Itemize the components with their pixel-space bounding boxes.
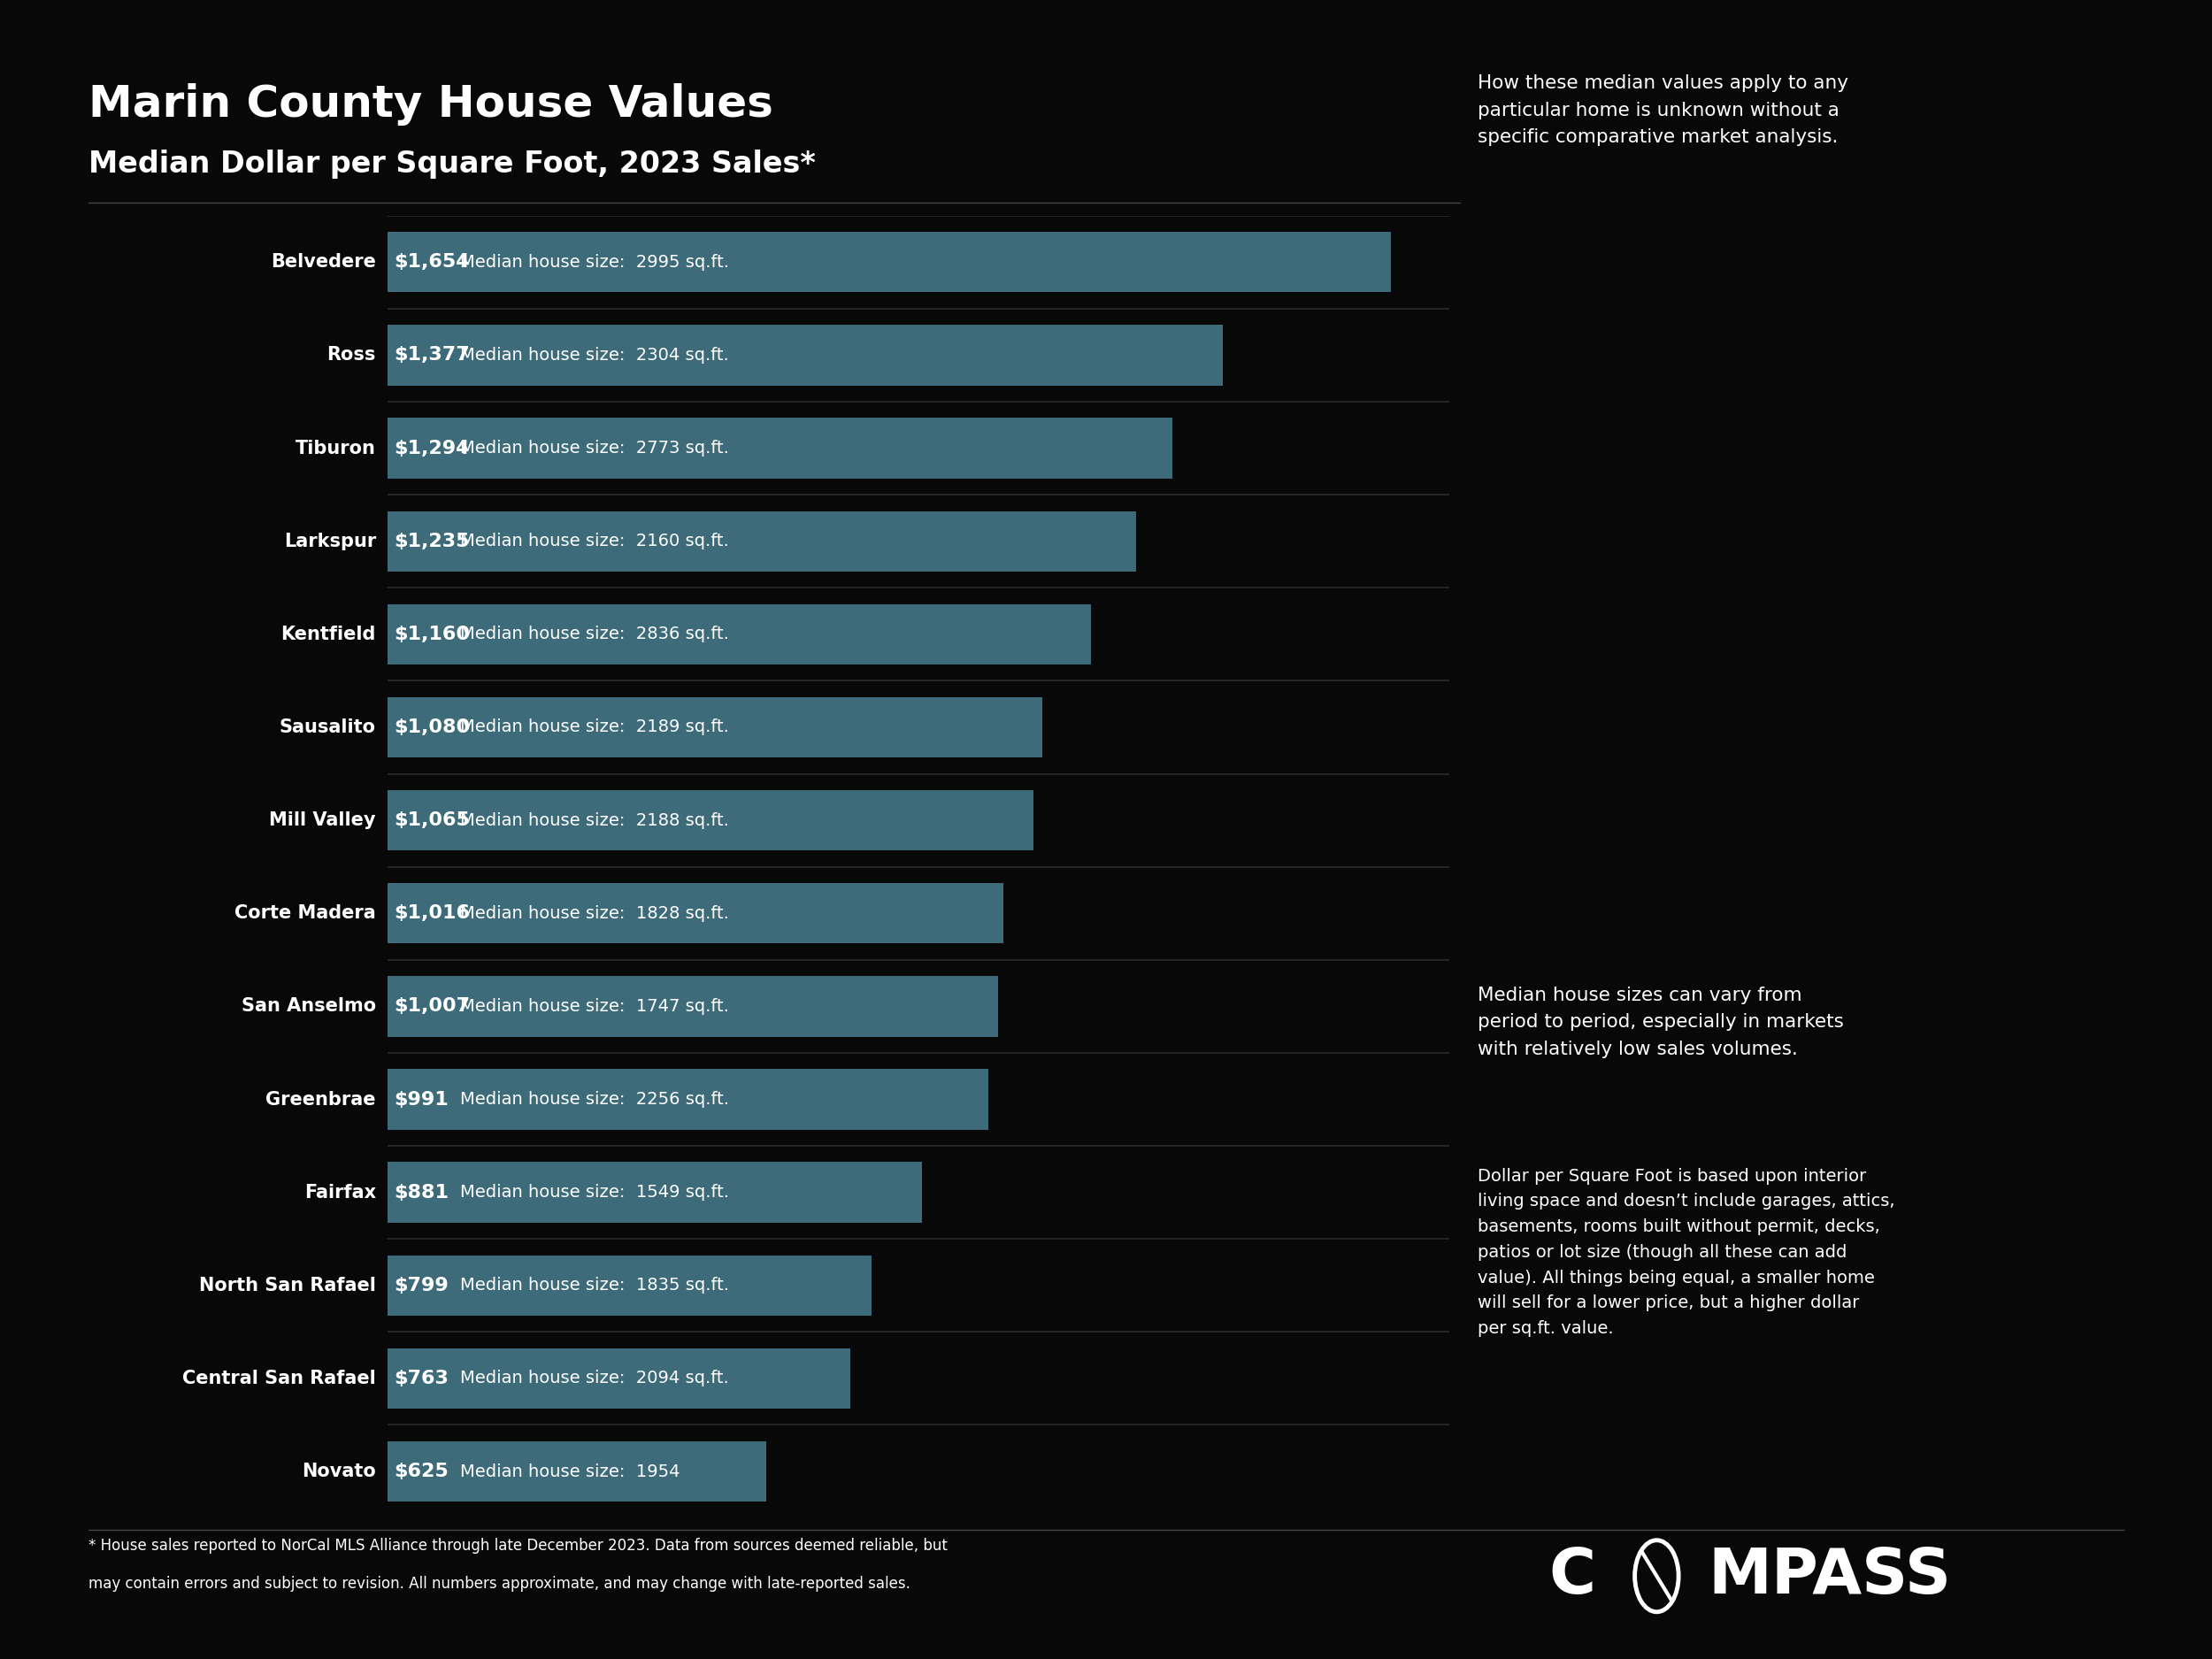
Text: $1,007: $1,007 <box>394 997 471 1015</box>
Bar <box>387 975 998 1037</box>
Text: Corte Madera: Corte Madera <box>234 904 376 922</box>
Text: Fairfax: Fairfax <box>305 1183 376 1201</box>
Text: Kentfield: Kentfield <box>281 625 376 644</box>
Text: $1,160: $1,160 <box>394 625 471 644</box>
Text: Median house size:  2160 sq.ft.: Median house size: 2160 sq.ft. <box>460 533 728 549</box>
Text: North San Rafael: North San Rafael <box>199 1276 376 1294</box>
Text: Median house size:  2189 sq.ft.: Median house size: 2189 sq.ft. <box>460 718 728 735</box>
Text: MPASS: MPASS <box>1708 1546 1951 1606</box>
Text: How these median values apply to any
particular home is unknown without a
specif: How these median values apply to any par… <box>1478 75 1849 146</box>
Text: $1,377: $1,377 <box>394 347 471 363</box>
Bar <box>387 1068 989 1130</box>
Text: Belvedere: Belvedere <box>270 254 376 270</box>
Bar <box>387 1163 922 1223</box>
Text: Median house size:  2773 sq.ft.: Median house size: 2773 sq.ft. <box>460 440 728 456</box>
Bar <box>387 1256 872 1316</box>
Text: $1,654: $1,654 <box>394 254 471 270</box>
Text: $1,016: $1,016 <box>394 904 471 922</box>
Text: * House sales reported to NorCal MLS Alliance through late December 2023. Data f: * House sales reported to NorCal MLS All… <box>88 1538 947 1554</box>
Text: San Anselmo: San Anselmo <box>241 997 376 1015</box>
Text: $799: $799 <box>394 1276 449 1294</box>
Text: C: C <box>1548 1546 1595 1606</box>
Text: Median house size:  1549 sq.ft.: Median house size: 1549 sq.ft. <box>460 1185 730 1201</box>
Text: Median house size:  1954: Median house size: 1954 <box>460 1463 679 1480</box>
Bar <box>387 883 1004 944</box>
Text: $1,080: $1,080 <box>394 718 471 737</box>
Text: $1,235: $1,235 <box>394 533 469 551</box>
Bar <box>387 511 1137 571</box>
Text: Median house size:  2188 sq.ft.: Median house size: 2188 sq.ft. <box>460 811 728 830</box>
Text: Greenbrae: Greenbrae <box>265 1090 376 1108</box>
Text: Median house sizes can vary from
period to period, especially in markets
with re: Median house sizes can vary from period … <box>1478 987 1845 1058</box>
Text: Median house size:  2836 sq.ft.: Median house size: 2836 sq.ft. <box>460 625 728 642</box>
Bar <box>387 232 1391 292</box>
Text: $625: $625 <box>394 1463 449 1480</box>
Bar <box>387 697 1042 758</box>
Text: Median house size:  1747 sq.ft.: Median house size: 1747 sq.ft. <box>460 999 728 1015</box>
Text: $1,065: $1,065 <box>394 811 471 830</box>
Text: Central San Rafael: Central San Rafael <box>181 1370 376 1387</box>
Bar <box>387 604 1091 665</box>
Text: $763: $763 <box>394 1370 449 1387</box>
Text: Marin County House Values: Marin County House Values <box>88 83 774 126</box>
Text: Median house size:  1828 sq.ft.: Median house size: 1828 sq.ft. <box>460 904 728 922</box>
Text: Median house size:  1835 sq.ft.: Median house size: 1835 sq.ft. <box>460 1277 730 1294</box>
Text: Larkspur: Larkspur <box>283 533 376 551</box>
Text: Tiburon: Tiburon <box>296 440 376 458</box>
Bar <box>387 790 1033 851</box>
Text: Mill Valley: Mill Valley <box>270 811 376 830</box>
Text: Ross: Ross <box>327 347 376 363</box>
Text: Median house size:  2256 sq.ft.: Median house size: 2256 sq.ft. <box>460 1092 730 1108</box>
Bar <box>387 1442 765 1501</box>
Text: $991: $991 <box>394 1090 449 1108</box>
Bar <box>387 325 1223 385</box>
Bar <box>387 418 1172 478</box>
Text: may contain errors and subject to revision. All numbers approximate, and may cha: may contain errors and subject to revisi… <box>88 1576 911 1593</box>
Bar <box>387 1349 849 1408</box>
Text: Median house size:  2304 sq.ft.: Median house size: 2304 sq.ft. <box>460 347 728 363</box>
Text: $1,294: $1,294 <box>394 440 469 458</box>
Text: Novato: Novato <box>301 1463 376 1480</box>
Text: Median Dollar per Square Foot, 2023 Sales*: Median Dollar per Square Foot, 2023 Sale… <box>88 149 816 179</box>
Text: Median house size:  2995 sq.ft.: Median house size: 2995 sq.ft. <box>460 254 730 270</box>
Text: Median house size:  2094 sq.ft.: Median house size: 2094 sq.ft. <box>460 1370 728 1387</box>
Text: Dollar per Square Foot is based upon interior
living space and doesn’t include g: Dollar per Square Foot is based upon int… <box>1478 1168 1896 1337</box>
Text: Sausalito: Sausalito <box>279 718 376 737</box>
Text: $881: $881 <box>394 1183 449 1201</box>
